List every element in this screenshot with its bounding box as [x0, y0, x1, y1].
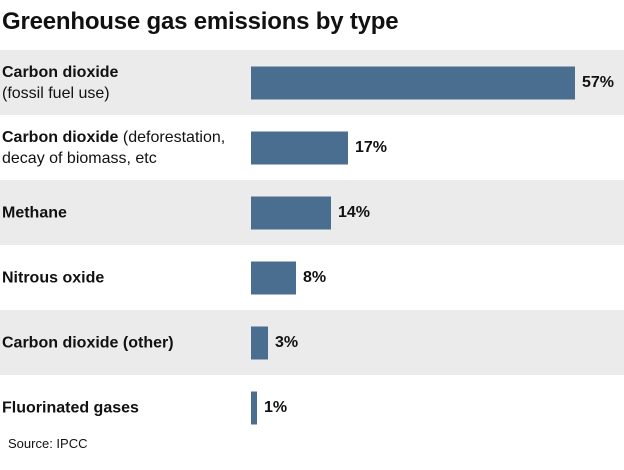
bar: [251, 391, 257, 424]
chart-row: Carbon dioxide (other) 3%: [0, 310, 624, 375]
category-label: Carbon dioxide (deforestation, decay of …: [2, 127, 252, 169]
bar-value-label: 17%: [355, 138, 388, 156]
category-label-main: Carbon dioxide (other): [2, 334, 174, 351]
category-label: Nitrous oxide: [2, 267, 104, 288]
category-label: Carbon dioxide (other): [2, 332, 174, 353]
chart-row: Carbon dioxide (fossil fuel use) 57%: [0, 50, 624, 115]
bar-value-label: 14%: [338, 203, 371, 221]
category-label-main: Nitrous oxide: [2, 269, 105, 286]
bar: [251, 326, 268, 359]
category-label-main: Fluorinated gases: [2, 399, 139, 416]
category-label-sub: (deforestation, decay of biomass, etc: [2, 128, 226, 167]
chart-title: Greenhouse gas emissions by type: [2, 8, 399, 35]
chart-row: Methane 14%: [0, 180, 624, 245]
bar: [251, 66, 575, 99]
category-label: Methane: [2, 202, 67, 223]
bar: [251, 196, 331, 229]
category-label-sub: (fossil fuel use): [2, 84, 110, 102]
category-label-main: Carbon dioxide: [2, 63, 119, 81]
bar-value-label: 1%: [264, 398, 288, 416]
bar-value-label: 57%: [582, 73, 615, 91]
source-note: Source: IPCC: [8, 436, 88, 451]
category-label: Carbon dioxide (fossil fuel use): [2, 62, 118, 104]
category-label-main: Carbon dioxide: [2, 128, 119, 146]
category-label-main: Methane: [2, 204, 67, 221]
bar-value-label: 8%: [303, 268, 327, 286]
chart-row: Carbon dioxide (deforestation, decay of …: [0, 115, 624, 180]
chart-row: Nitrous oxide 8%: [0, 245, 624, 310]
category-label: Fluorinated gases: [2, 397, 139, 418]
bar: [251, 131, 348, 164]
bar-value-label: 3%: [275, 333, 299, 351]
bar: [251, 261, 296, 294]
chart-row: Fluorinated gases 1%: [0, 375, 624, 440]
